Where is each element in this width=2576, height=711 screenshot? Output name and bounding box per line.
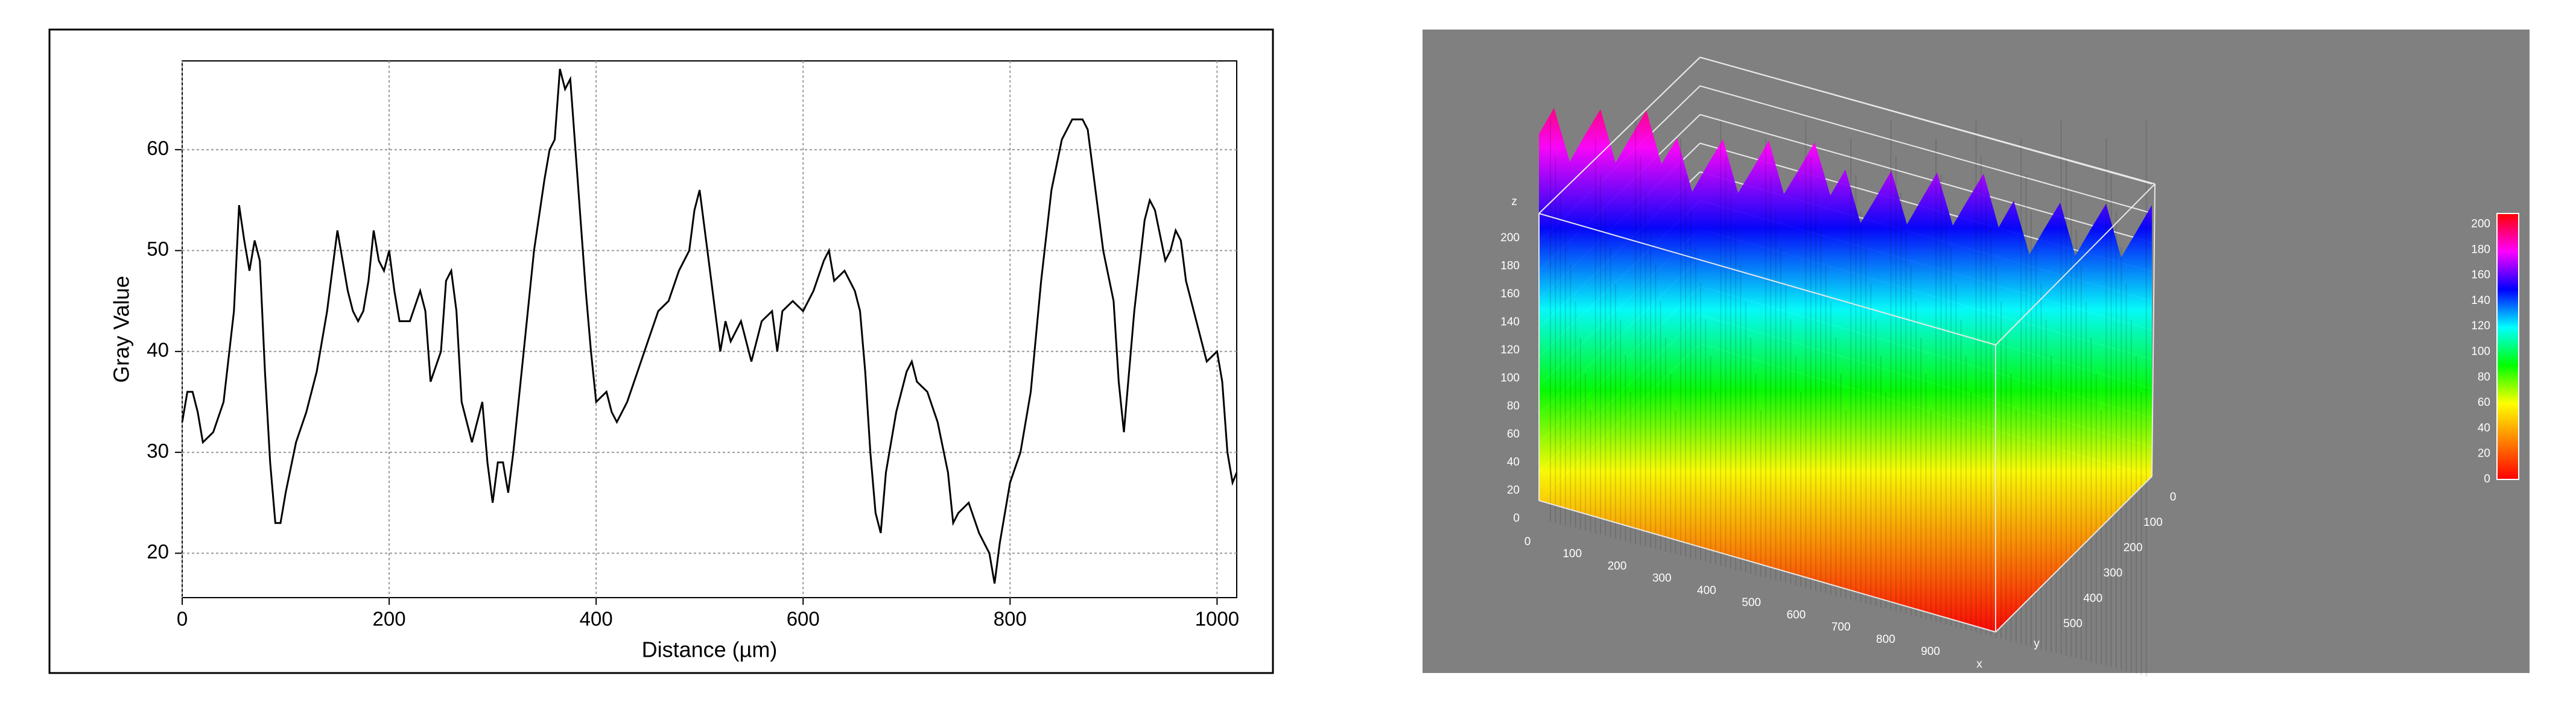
x-tick-label: 400 [580, 608, 613, 630]
x-tick-label: 700 [1832, 621, 1851, 634]
y-axis-title: Gray Value [109, 276, 134, 382]
x-tick-label: 500 [1742, 596, 1761, 609]
colorbar-tick-label: 60 [2478, 396, 2490, 409]
colorbar-tick-label: 40 [2478, 422, 2490, 434]
z-axis-title: z [1511, 195, 1517, 208]
plot-area [182, 60, 1237, 598]
colorbar-tick-label: 140 [2471, 294, 2490, 307]
surface-chart: 0204060801001201401601802000100200300400… [1500, 57, 2519, 677]
x-tick-label: 800 [1876, 633, 1896, 646]
z-tick-label: 80 [1507, 400, 1520, 412]
z-tick-label: 20 [1507, 484, 1520, 497]
x-tick-label: 0 [177, 608, 188, 630]
colorbar-tick-label: 0 [2484, 473, 2490, 485]
y-tick-label: 500 [2063, 618, 2083, 630]
colorbar-tick-label: 100 [2471, 346, 2490, 358]
y-tick-label: 200 [2124, 542, 2143, 554]
y-tick-label: 0 [2170, 491, 2177, 504]
x-tick-label: 1000 [1195, 608, 1239, 630]
x-tick-label: 600 [787, 608, 820, 630]
colorbar [2496, 213, 2519, 480]
z-tick-label: 0 [1513, 512, 1520, 525]
y-tick-label: 30 [147, 440, 169, 462]
colorbar-tick-label: 20 [2478, 447, 2490, 460]
x-tick-label: 400 [1697, 584, 1716, 597]
box-edge [2151, 183, 2156, 477]
y-tick-label: 60 [147, 137, 169, 159]
box-edge [1538, 57, 1701, 214]
y-tick-label: 400 [2083, 592, 2102, 605]
z-tick-label: 60 [1507, 428, 1520, 441]
y-tick-label: 40 [147, 339, 169, 361]
colorbar-tick-label: 80 [2478, 371, 2490, 384]
surface [1539, 108, 2152, 632]
box-edge [1699, 114, 2152, 243]
x-tick-label: 100 [1562, 548, 1582, 560]
box-edge [1538, 500, 1996, 633]
x-tick-label: 0 [1524, 536, 1531, 548]
box-edge [1699, 85, 2152, 214]
x-tick-label: 200 [1608, 560, 1627, 572]
z-tick-label: 40 [1507, 456, 1520, 469]
x-tick-label: 900 [1921, 645, 1940, 658]
z-tick-label: 100 [1500, 372, 1520, 385]
x-axis-title: x [1976, 658, 1982, 671]
y-tick-label: 50 [147, 238, 169, 260]
colorbar-tick-label: 160 [2471, 269, 2490, 282]
box-edge [1995, 476, 2152, 633]
x-tick-label: 600 [1786, 608, 1806, 621]
z-tick-label: 160 [1500, 288, 1520, 300]
box-edge [1699, 57, 2156, 185]
colorbar-tick-label: 180 [2471, 243, 2490, 256]
y-axis-title: y [2034, 637, 2040, 650]
z-tick-label: 120 [1500, 344, 1520, 356]
box-edge [1538, 213, 1996, 346]
x-axis-title: Distance (µm) [642, 637, 778, 662]
colorbar-tick-label: 120 [2471, 320, 2490, 332]
z-tick-label: 180 [1500, 260, 1520, 273]
x-tick-label: 200 [373, 608, 406, 630]
colorbar-tick-label: 200 [2471, 218, 2490, 230]
x-tick-label: 800 [994, 608, 1027, 630]
y-tick-label: 100 [2143, 516, 2163, 529]
z-tick-label: 200 [1500, 232, 1520, 244]
x-tick-label: 300 [1652, 572, 1672, 585]
box-edge [1995, 183, 2156, 346]
z-tick-label: 140 [1500, 316, 1520, 329]
profile-line [181, 69, 1238, 584]
y-tick-label: 300 [2104, 567, 2123, 580]
y-tick-label: 20 [147, 540, 169, 563]
